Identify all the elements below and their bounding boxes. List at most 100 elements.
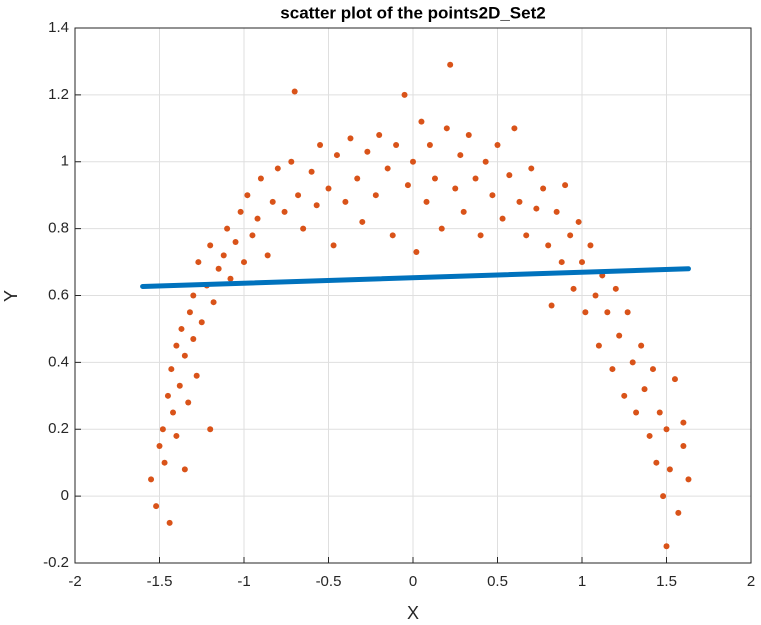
scatter-point bbox=[511, 125, 518, 132]
scatter-point bbox=[545, 242, 552, 249]
scatter-point bbox=[295, 192, 302, 199]
scatter-point bbox=[244, 192, 251, 199]
scatter-point bbox=[418, 118, 425, 125]
scatter-point bbox=[237, 208, 244, 215]
y-tick-label: -0.2 bbox=[43, 554, 69, 571]
x-tick-label: -2 bbox=[68, 573, 81, 590]
scatter-point bbox=[570, 285, 577, 292]
scatter-point bbox=[372, 192, 379, 199]
scatter-point bbox=[186, 309, 193, 316]
scatter-point bbox=[300, 225, 307, 232]
y-tick-label: 0 bbox=[61, 487, 69, 504]
y-tick-label: 0.6 bbox=[48, 286, 69, 303]
scatter-point bbox=[663, 543, 670, 550]
scatter-point bbox=[575, 218, 582, 225]
scatter-point bbox=[553, 208, 560, 215]
scatter-point bbox=[660, 493, 667, 500]
scatter-point bbox=[516, 198, 523, 205]
scatter-point bbox=[592, 292, 599, 299]
scatter-point bbox=[680, 442, 687, 449]
scatter-point bbox=[533, 205, 540, 212]
scatter-point bbox=[633, 409, 640, 416]
scatter-point bbox=[220, 252, 227, 259]
scatter-point bbox=[452, 185, 459, 192]
scatter-point bbox=[232, 239, 239, 245]
scatter-point bbox=[342, 198, 349, 205]
scatter-point bbox=[401, 91, 408, 98]
scatter-point bbox=[181, 466, 188, 473]
scatter-point bbox=[540, 185, 547, 192]
scatter-point bbox=[190, 292, 197, 299]
scatter-point bbox=[384, 165, 391, 172]
x-tick-label: 0.5 bbox=[487, 573, 508, 590]
scatter-point bbox=[562, 182, 569, 189]
x-tick-label: -1.5 bbox=[147, 573, 173, 590]
scatter-point bbox=[671, 376, 678, 383]
scatter-point bbox=[166, 519, 173, 526]
scatter-point bbox=[523, 232, 530, 239]
scatter-point bbox=[170, 409, 177, 416]
scatter-point bbox=[181, 352, 188, 359]
scatter-point bbox=[274, 165, 281, 172]
y-tick-label: 1.2 bbox=[48, 86, 69, 103]
scatter-point bbox=[609, 366, 616, 373]
scatter-point bbox=[264, 252, 271, 259]
y-tick-label: 1 bbox=[61, 153, 69, 170]
scatter-point bbox=[438, 225, 445, 232]
scatter-point bbox=[649, 366, 656, 373]
x-tick-label: 0 bbox=[409, 573, 417, 590]
scatter-point bbox=[499, 215, 506, 222]
y-tick-label: 0.8 bbox=[48, 220, 69, 237]
scatter-point bbox=[195, 259, 202, 266]
scatter-point bbox=[612, 285, 619, 292]
scatter-point bbox=[333, 152, 340, 159]
scatter-point bbox=[308, 168, 315, 175]
chart-title: scatter plot of the points2D_Set2 bbox=[280, 3, 545, 22]
scatter-point bbox=[227, 275, 234, 282]
scatter-point bbox=[176, 382, 183, 389]
scatter-point bbox=[426, 142, 433, 149]
scatter-point bbox=[666, 466, 673, 473]
scatter-point bbox=[249, 232, 256, 239]
scatter-point bbox=[675, 509, 682, 516]
scatter-point bbox=[354, 175, 361, 182]
y-axis-label: Y bbox=[1, 290, 21, 302]
scatter-point bbox=[317, 142, 324, 149]
plot-marks bbox=[140, 61, 692, 550]
scatter-point bbox=[413, 249, 420, 256]
scatter-point bbox=[404, 182, 411, 189]
scatter-point bbox=[198, 319, 205, 326]
ticks: -2 -1.5 -1 -0.5 0 0.5 1 1.5 2 -0.2 0 0.2 0.4 0.6 0.8 1 1… bbox=[43, 19, 755, 590]
scatter-point bbox=[582, 309, 589, 316]
scatter-point bbox=[288, 158, 295, 165]
x-axis-label: X bbox=[407, 603, 419, 623]
scatter-point bbox=[579, 259, 585, 266]
scatter-point bbox=[506, 172, 513, 179]
scatter-point bbox=[347, 135, 354, 142]
scatter-point bbox=[656, 409, 663, 416]
scatter-point bbox=[389, 232, 396, 239]
scatter-point bbox=[190, 335, 197, 342]
scatter-point bbox=[257, 175, 264, 182]
x-tick-label: -0.5 bbox=[316, 573, 342, 590]
scatter-point bbox=[494, 142, 501, 149]
scatter-point bbox=[269, 198, 276, 205]
scatter-point bbox=[423, 198, 430, 205]
scatter-point bbox=[325, 185, 332, 192]
y-tick-label: 0.2 bbox=[48, 420, 69, 437]
scatter-point bbox=[359, 218, 366, 225]
scatter-point bbox=[148, 476, 155, 483]
scatter-point bbox=[168, 366, 175, 373]
scatter-point bbox=[646, 432, 653, 439]
scatter-point bbox=[567, 232, 574, 239]
scatter-point bbox=[156, 442, 163, 449]
scatter-point bbox=[548, 302, 555, 309]
scatter-point bbox=[477, 232, 484, 239]
scatter-point bbox=[376, 132, 383, 138]
scatter-point bbox=[653, 459, 660, 466]
scatter-point bbox=[624, 309, 631, 316]
x-tick-label: 1.5 bbox=[656, 573, 677, 590]
scatter-point bbox=[616, 332, 623, 339]
scatter-point bbox=[410, 158, 416, 165]
